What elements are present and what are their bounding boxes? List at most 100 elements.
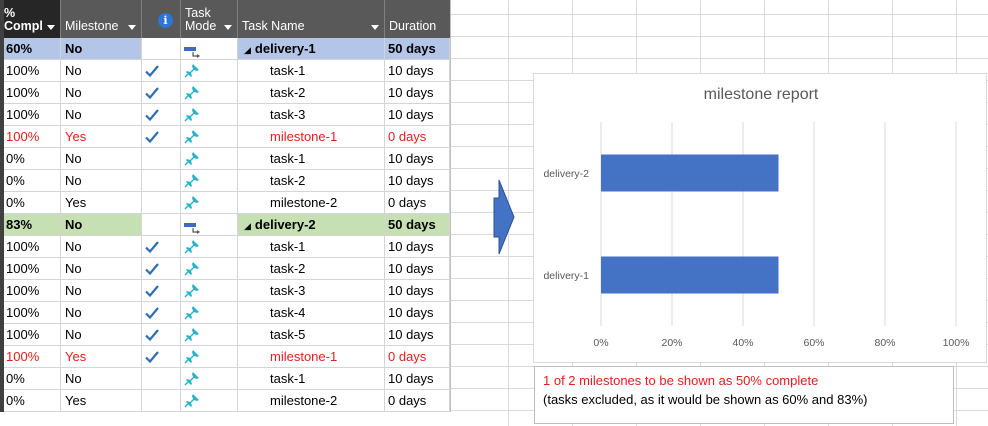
table-row[interactable]: 100% No task-2 10 days [0, 82, 450, 104]
table-row[interactable]: 100% No task-2 10 days [0, 258, 450, 280]
dropdown-arrow-icon[interactable] [371, 25, 379, 30]
milestone-cell[interactable]: No [61, 258, 142, 279]
percent-complete-cell[interactable]: 0% [0, 148, 61, 169]
collapse-triangle-icon[interactable]: ◢ [244, 45, 251, 55]
percent-complete-cell[interactable]: 100% [0, 82, 61, 103]
task-name-cell[interactable]: milestone-1 [238, 126, 385, 147]
milestone-cell[interactable]: No [61, 82, 142, 103]
duration-cell[interactable]: 0 days [385, 192, 450, 213]
column-header-duration[interactable]: Duration [385, 0, 450, 38]
task-name-cell[interactable]: milestone-2 [238, 192, 385, 213]
task-mode-cell[interactable] [181, 192, 238, 213]
milestone-cell[interactable]: No [61, 60, 142, 81]
dropdown-arrow-icon[interactable] [224, 25, 232, 30]
percent-complete-cell[interactable]: 100% [0, 280, 61, 301]
table-row[interactable]: 0% No task-2 10 days [0, 170, 450, 192]
task-mode-cell[interactable] [181, 390, 238, 411]
task-mode-cell[interactable] [181, 170, 238, 191]
percent-complete-cell[interactable]: 0% [0, 192, 61, 213]
duration-cell[interactable]: 10 days [385, 280, 450, 301]
task-name-cell[interactable]: task-1 [238, 368, 385, 389]
table-row[interactable]: 100% Yes milestone-1 0 days [0, 126, 450, 148]
task-mode-cell[interactable] [181, 258, 238, 279]
task-name-cell[interactable]: task-4 [238, 302, 385, 323]
percent-complete-cell[interactable]: 100% [0, 302, 61, 323]
milestone-cell[interactable]: No [61, 236, 142, 257]
task-name-cell[interactable]: task-2 [238, 170, 385, 191]
table-row[interactable]: 0% Yes milestone-2 0 days [0, 192, 450, 214]
task-name-cell[interactable]: task-1 [238, 60, 385, 81]
task-name-cell[interactable]: task-5 [238, 324, 385, 345]
task-name-cell[interactable]: ◢ delivery-1 [238, 38, 385, 59]
table-row[interactable]: 100% Yes milestone-1 0 days [0, 346, 450, 368]
task-name-cell[interactable]: task-1 [238, 236, 385, 257]
task-mode-cell[interactable] [181, 236, 238, 257]
column-header-indicators[interactable]: i [142, 0, 181, 38]
percent-complete-cell[interactable]: 100% [0, 236, 61, 257]
duration-cell[interactable]: 0 days [385, 346, 450, 367]
milestone-cell[interactable]: Yes [61, 192, 142, 213]
duration-cell[interactable]: 50 days [385, 214, 450, 235]
task-mode-cell[interactable] [181, 126, 238, 147]
duration-cell[interactable]: 10 days [385, 368, 450, 389]
percent-complete-cell[interactable]: 0% [0, 390, 61, 411]
task-name-cell[interactable]: ◢ delivery-2 [238, 214, 385, 235]
duration-cell[interactable]: 0 days [385, 126, 450, 147]
milestone-cell[interactable]: Yes [61, 346, 142, 367]
task-name-cell[interactable]: task-3 [238, 104, 385, 125]
percent-complete-cell[interactable]: 100% [0, 324, 61, 345]
task-mode-cell[interactable] [181, 280, 238, 301]
duration-cell[interactable]: 10 days [385, 324, 450, 345]
table-row[interactable]: 100% No task-5 10 days [0, 324, 450, 346]
percent-complete-cell[interactable]: 0% [0, 368, 61, 389]
task-name-cell[interactable]: task-2 [238, 258, 385, 279]
task-name-cell[interactable]: task-2 [238, 82, 385, 103]
task-name-cell[interactable]: task-1 [238, 148, 385, 169]
percent-complete-cell[interactable]: 0% [0, 170, 61, 191]
milestone-cell[interactable]: No [61, 214, 142, 235]
percent-complete-cell[interactable]: 100% [0, 126, 61, 147]
percent-complete-cell[interactable]: 100% [0, 258, 61, 279]
table-row[interactable]: 0% No task-1 10 days [0, 368, 450, 390]
task-name-cell[interactable]: milestone-1 [238, 346, 385, 367]
table-row[interactable]: 0% Yes milestone-2 0 days [0, 390, 450, 412]
milestone-cell[interactable]: No [61, 368, 142, 389]
percent-complete-cell[interactable]: 60% [0, 38, 61, 59]
milestone-cell[interactable]: Yes [61, 390, 142, 411]
duration-cell[interactable]: 10 days [385, 302, 450, 323]
duration-cell[interactable]: 10 days [385, 60, 450, 81]
percent-complete-cell[interactable]: 100% [0, 104, 61, 125]
task-mode-cell[interactable] [181, 148, 238, 169]
column-header-percent-complete[interactable]: % Compl [0, 0, 61, 38]
task-mode-cell[interactable] [181, 346, 238, 367]
duration-cell[interactable]: 10 days [385, 258, 450, 279]
task-mode-cell[interactable] [181, 214, 238, 235]
table-row[interactable]: 100% No task-3 10 days [0, 104, 450, 126]
summary-row[interactable]: 60% No ◢ delivery-1 50 days [0, 38, 450, 60]
task-name-cell[interactable]: task-3 [238, 280, 385, 301]
table-row[interactable]: 100% No task-3 10 days [0, 280, 450, 302]
column-header-milestone[interactable]: Milestone [61, 0, 142, 38]
duration-cell[interactable]: 10 days [385, 170, 450, 191]
milestone-cell[interactable]: No [61, 324, 142, 345]
percent-complete-cell[interactable]: 83% [0, 214, 61, 235]
task-mode-cell[interactable] [181, 82, 238, 103]
dropdown-arrow-icon[interactable] [47, 25, 55, 30]
milestone-cell[interactable]: Yes [61, 126, 142, 147]
milestone-cell[interactable]: No [61, 280, 142, 301]
table-row[interactable]: 100% No task-1 10 days [0, 60, 450, 82]
duration-cell[interactable]: 10 days [385, 236, 450, 257]
table-row[interactable]: 0% No task-1 10 days [0, 148, 450, 170]
milestone-cell[interactable]: No [61, 38, 142, 59]
percent-complete-cell[interactable]: 100% [0, 60, 61, 81]
summary-row[interactable]: 83% No ◢ delivery-2 50 days [0, 214, 450, 236]
duration-cell[interactable]: 0 days [385, 390, 450, 411]
milestone-cell[interactable]: No [61, 302, 142, 323]
duration-cell[interactable]: 10 days [385, 82, 450, 103]
milestone-cell[interactable]: No [61, 170, 142, 191]
table-row[interactable]: 100% No task-4 10 days [0, 302, 450, 324]
task-mode-cell[interactable] [181, 324, 238, 345]
task-mode-cell[interactable] [181, 38, 238, 59]
percent-complete-cell[interactable]: 100% [0, 346, 61, 367]
task-name-cell[interactable]: milestone-2 [238, 390, 385, 411]
